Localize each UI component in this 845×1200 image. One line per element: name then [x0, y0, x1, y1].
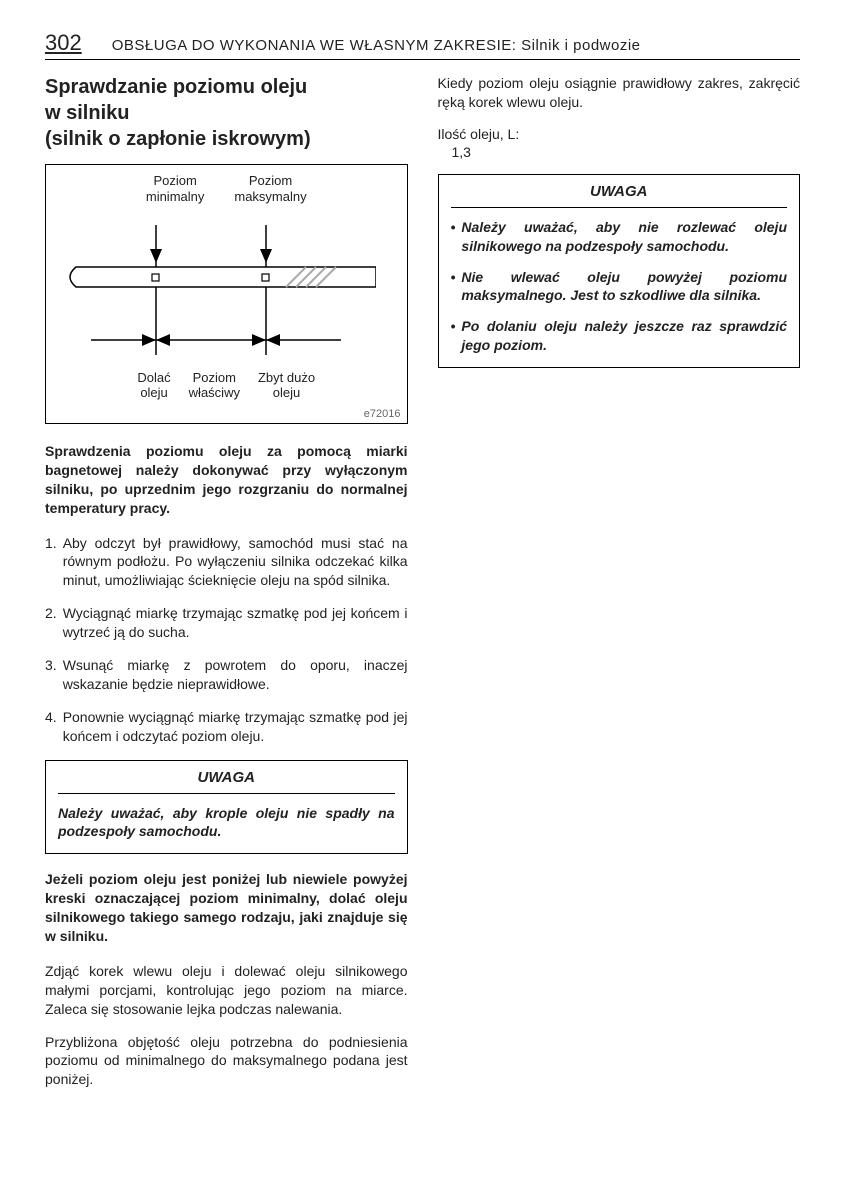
oil-qty-label: Ilość oleju, L:: [438, 126, 801, 142]
title-line-2: w silniku: [45, 100, 408, 126]
notice-list: • Należy uważać, aby nie rozlewać oleju …: [451, 218, 788, 355]
header-text: OBSŁUGA DO WYKONANIA WE WŁASNYM ZAKRESIE…: [112, 37, 641, 54]
notice-box-right: UWAGA • Należy uważać, aby nie rozlewać …: [438, 174, 801, 368]
notice-item-3: • Po dolaniu oleju należy jeszcze raz sp…: [451, 317, 788, 355]
diagram-code: e72016: [364, 408, 401, 420]
notice-item-1: • Należy uważać, aby nie rozlewać oleju …: [451, 218, 788, 256]
step-2: 2. Wyciągnąć miarkę trzymając szmatkę po…: [45, 604, 408, 642]
left-para2: Jeżeli poziom oleju jest poniżej lub nie…: [45, 870, 408, 946]
page-header: 302 OBSŁUGA DO WYKONANIA WE WŁASNYM ZAKR…: [45, 30, 800, 60]
step-1: 1. Aby odczyt był prawidłowy, samochód m…: [45, 534, 408, 591]
notice-title: UWAGA: [58, 769, 395, 794]
notice-body: Należy uważać, aby krople oleju nie spad…: [58, 804, 395, 842]
label-min: Poziom minimalny: [146, 173, 205, 204]
left-para3: Zdjąć korek wlewu oleju i dolewać oleju …: [45, 962, 408, 1019]
label-add: Dolać oleju: [137, 370, 170, 401]
label-max: Poziom maksymalny: [234, 173, 306, 204]
page-number: 302: [45, 30, 82, 56]
left-para4: Przybliżona objętość oleju potrzebna do …: [45, 1033, 408, 1090]
dipstick-svg: [56, 225, 376, 375]
oil-qty-value: 1,3: [452, 144, 801, 160]
notice-title-right: UWAGA: [451, 183, 788, 208]
dipstick-diagram: Poziom minimalny Poziom maksymalny: [45, 164, 408, 424]
notice-box-left: UWAGA Należy uważać, aby krople oleju ni…: [45, 760, 408, 855]
title-line-3: (silnik o zapłonie iskrowym): [45, 126, 408, 152]
intro-para: Sprawdzenia poziomu oleju za pomocą miar…: [45, 442, 408, 518]
title-line-1: Sprawdzanie poziomu oleju: [45, 74, 408, 100]
left-column: Sprawdzanie poziomu oleju w silniku (sil…: [45, 74, 408, 1103]
right-para1: Kiedy poziom oleju osiągnie prawidłowy z…: [438, 74, 801, 112]
right-column: Kiedy poziom oleju osiągnie prawidłowy z…: [438, 74, 801, 1103]
label-ok: Poziom właściwy: [189, 370, 240, 401]
main-columns: Sprawdzanie poziomu oleju w silniku (sil…: [45, 74, 800, 1103]
notice-item-2: • Nie wlewać oleju powyżej poziomu maksy…: [451, 268, 788, 306]
diagram-bottom-labels: Dolać oleju Poziom właściwy Zbyt dużo ol…: [46, 370, 407, 401]
step-3: 3. Wsunąć miarkę z powrotem do oporu, in…: [45, 656, 408, 694]
label-too-much: Zbyt dużo oleju: [258, 370, 315, 401]
step-4: 4. Ponownie wyciągnąć miarkę trzymając s…: [45, 708, 408, 746]
steps-list: 1. Aby odczyt był prawidłowy, samochód m…: [45, 534, 408, 746]
diagram-top-labels: Poziom minimalny Poziom maksymalny: [46, 173, 407, 204]
section-title: Sprawdzanie poziomu oleju w silniku (sil…: [45, 74, 408, 152]
